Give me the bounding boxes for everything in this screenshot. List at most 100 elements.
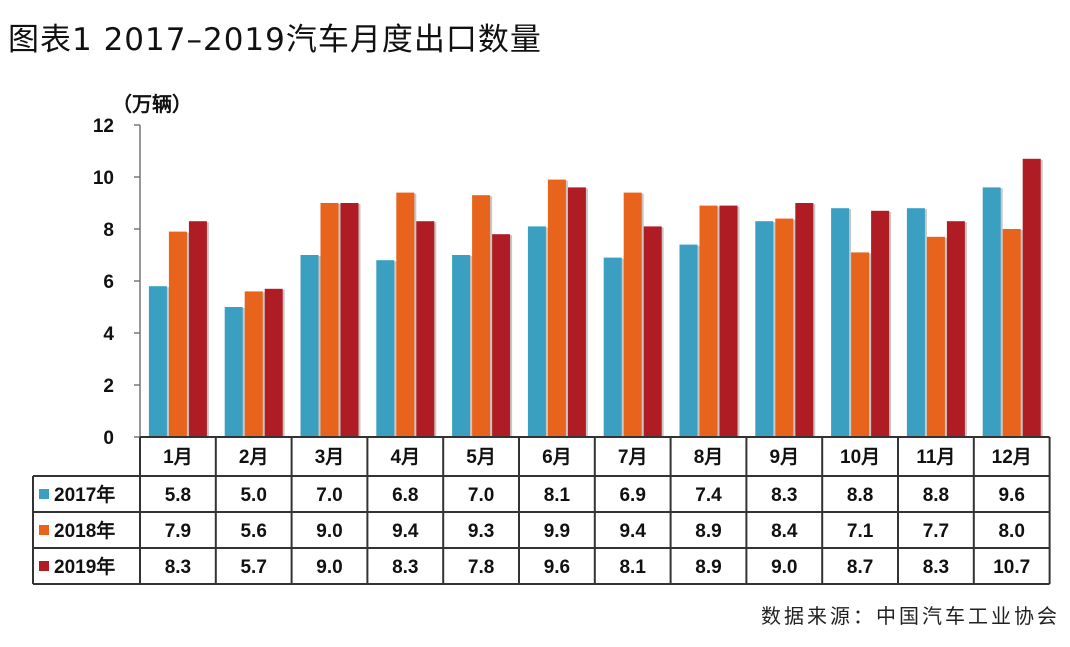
bar-2019年-10月 xyxy=(871,210,890,437)
bar-2017年-7月 xyxy=(603,257,622,437)
y-tick-label: 0 xyxy=(103,428,114,449)
bar-2019年-12月 xyxy=(1022,158,1041,438)
data-label: 9.4 xyxy=(619,521,646,542)
bar-2018年-11月 xyxy=(926,236,945,437)
bar-2017年-5月 xyxy=(452,255,471,437)
data-label: 8.3 xyxy=(771,485,797,506)
y-tick-label: 4 xyxy=(103,324,114,345)
data-label: 9.3 xyxy=(468,521,494,542)
bar-2017年-8月 xyxy=(679,244,698,437)
data-label: 9.9 xyxy=(544,521,570,542)
data-label: 9.0 xyxy=(316,521,342,542)
data-label: 7.0 xyxy=(316,485,342,506)
bar-2018年-7月 xyxy=(623,192,642,437)
y-tick-label: 10 xyxy=(93,168,114,189)
bar-2019年-7月 xyxy=(643,226,662,437)
y-tick-label: 6 xyxy=(103,272,114,293)
data-label: 9.0 xyxy=(316,557,342,578)
x-category-label: 4月 xyxy=(391,447,421,468)
y-tick-label: 2 xyxy=(103,376,114,397)
x-category-label: 12月 xyxy=(992,447,1032,468)
bar-2018年-10月 xyxy=(851,252,870,437)
x-category-label: 10月 xyxy=(840,447,880,468)
x-category-label: 11月 xyxy=(916,447,955,468)
data-label: 7.7 xyxy=(923,521,949,542)
data-label: 7.4 xyxy=(695,485,722,506)
legend-swatch-2018年 xyxy=(39,525,49,535)
data-label: 8.4 xyxy=(771,521,798,542)
bar-2018年-5月 xyxy=(472,195,491,437)
bar-2019年-2月 xyxy=(264,288,283,437)
bar-2017年-10月 xyxy=(831,208,850,437)
data-label: 9.4 xyxy=(392,521,419,542)
bar-2019年-1月 xyxy=(188,221,207,437)
data-label: 6.9 xyxy=(619,485,645,506)
x-category-label: 8月 xyxy=(694,447,724,468)
data-source-note: 数据来源：中国汽车工业协会 xyxy=(761,604,1060,628)
x-category-label: 2月 xyxy=(239,447,269,468)
bar-2018年-12月 xyxy=(1002,229,1021,437)
bar-2018年-4月 xyxy=(396,192,415,437)
bar-2017年-12月 xyxy=(982,187,1001,437)
x-category-label: 7月 xyxy=(618,447,648,468)
bar-2017年-1月 xyxy=(148,286,167,437)
x-category-label: 5月 xyxy=(466,447,496,468)
data-label: 5.8 xyxy=(165,485,191,506)
legend-swatch-2019年 xyxy=(39,561,49,571)
bar-2018年-8月 xyxy=(699,205,718,437)
bar-2017年-9月 xyxy=(755,221,774,437)
legend-label-2018年: 2018年 xyxy=(54,519,115,542)
bar-2018年-1月 xyxy=(168,231,187,437)
data-label: 7.9 xyxy=(165,521,191,542)
data-label: 9.6 xyxy=(544,557,570,578)
bar-2018年-9月 xyxy=(775,218,794,437)
x-category-label: 9月 xyxy=(770,447,800,468)
data-label: 7.1 xyxy=(847,521,874,542)
y-tick-label: 8 xyxy=(103,220,114,241)
data-label: 5.7 xyxy=(240,557,266,578)
bar-2019年-5月 xyxy=(492,234,511,437)
data-label: 8.1 xyxy=(619,557,646,578)
bar-2019年-3月 xyxy=(340,203,359,437)
bar-2018年-3月 xyxy=(320,203,339,437)
y-tick-label: 12 xyxy=(93,116,114,137)
data-label: 5.0 xyxy=(240,485,266,506)
chart-title: 图表1 2017–2019汽车月度出口数量 xyxy=(8,22,542,58)
bar-2017年-3月 xyxy=(300,255,319,437)
bar-2019年-8月 xyxy=(719,205,738,437)
data-label: 8.7 xyxy=(847,557,873,578)
data-label: 8.3 xyxy=(392,557,418,578)
data-label: 8.9 xyxy=(695,521,721,542)
bar-2019年-4月 xyxy=(416,221,435,437)
data-label: 5.6 xyxy=(240,521,266,542)
bar-2017年-2月 xyxy=(224,307,243,437)
data-label: 8.1 xyxy=(544,485,571,506)
data-label: 8.9 xyxy=(695,557,721,578)
bar-2019年-11月 xyxy=(946,221,965,437)
bar-2017年-11月 xyxy=(906,208,925,437)
data-label: 8.3 xyxy=(923,557,949,578)
data-label: 7.8 xyxy=(468,557,494,578)
legend-label-2017年: 2017年 xyxy=(54,483,115,506)
bar-2019年-6月 xyxy=(567,187,586,437)
data-label: 9.6 xyxy=(998,485,1024,506)
x-category-label: 1月 xyxy=(163,447,193,468)
bar-2018年-2月 xyxy=(244,291,263,437)
bar-2018年-6月 xyxy=(547,179,566,437)
y-axis-unit: （万辆） xyxy=(112,92,192,116)
data-label: 7.0 xyxy=(468,485,494,506)
legend-label-2019年: 2019年 xyxy=(54,555,115,578)
data-label: 10.7 xyxy=(993,557,1030,578)
legend-swatch-2017年 xyxy=(39,489,49,499)
data-label: 8.8 xyxy=(923,485,949,506)
bar-2017年-4月 xyxy=(376,260,395,437)
data-label: 8.3 xyxy=(165,557,191,578)
data-label: 8.8 xyxy=(847,485,873,506)
data-label: 9.0 xyxy=(771,557,797,578)
bar-2017年-6月 xyxy=(527,226,546,437)
x-category-label: 6月 xyxy=(542,447,572,468)
bar-2019年-9月 xyxy=(795,203,814,437)
x-category-label: 3月 xyxy=(315,447,345,468)
data-label: 8.0 xyxy=(998,521,1024,542)
